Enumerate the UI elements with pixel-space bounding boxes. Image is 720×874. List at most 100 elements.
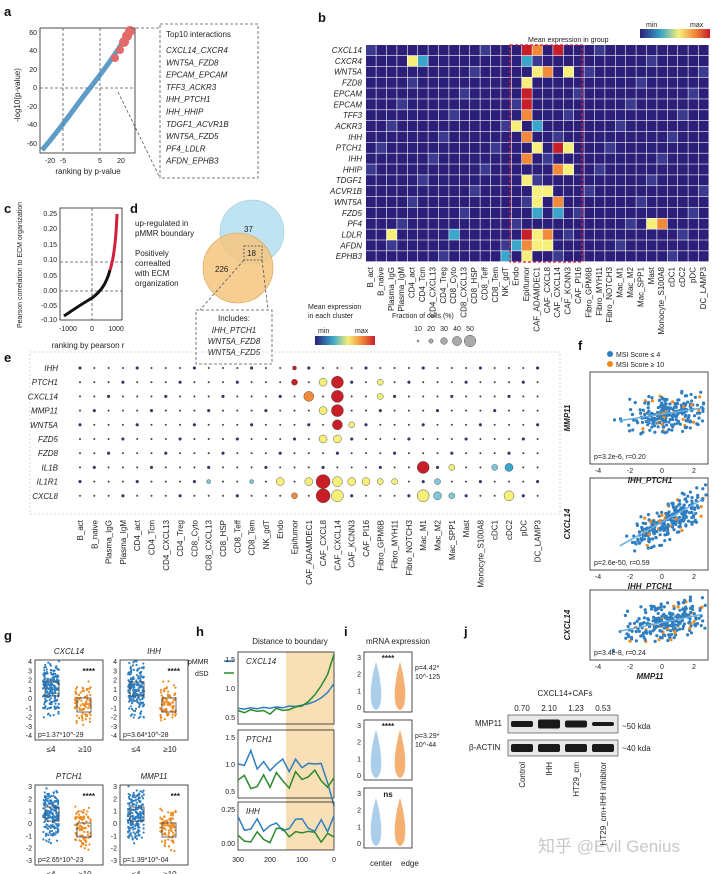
heatmap-cell (646, 251, 657, 262)
box-point (127, 686, 131, 689)
tick-label: 2 (357, 672, 361, 679)
heatmap-cell (698, 77, 709, 88)
dot (407, 437, 411, 441)
heatmap-cell (397, 186, 407, 197)
box-point (167, 680, 170, 683)
dot (521, 380, 525, 384)
dot (264, 494, 267, 497)
dot (436, 452, 439, 455)
heatmap-cell (459, 175, 470, 186)
panel-a-interactions-box (159, 23, 259, 179)
heatmap-cell (542, 153, 553, 164)
tick-label: -1 (26, 833, 32, 840)
violin-shape (370, 798, 382, 846)
panel-j-title: CXCL14+CAFs (538, 689, 593, 698)
heatmap-cell (605, 251, 615, 262)
scatter-point (653, 430, 657, 434)
heatmap-cell (626, 77, 636, 88)
heatmap-cell (688, 99, 699, 110)
box-point (50, 833, 53, 836)
dot (393, 394, 397, 398)
box-point (167, 811, 170, 814)
heatmap-cell (386, 251, 397, 262)
heatmap-cell (397, 142, 407, 153)
group-label: ≤4 (132, 870, 141, 874)
box-point (131, 814, 134, 817)
heatmap-cell (428, 218, 439, 229)
tick-label: 20 (117, 158, 125, 165)
scatter-point (693, 520, 697, 524)
heatmap-cell (678, 207, 688, 218)
tick-label: 20 (29, 67, 37, 74)
scatter-point (630, 629, 634, 633)
line-plot-gene: CXCL14 (246, 657, 277, 666)
dot (407, 494, 411, 498)
box-point (54, 672, 57, 676)
heatmap-cell (397, 175, 407, 186)
heatmap-cell (386, 142, 397, 153)
heatmap-cell (366, 240, 376, 251)
heatmap-cell (563, 175, 574, 186)
cell-label: Mac_SPP1 (448, 519, 457, 560)
heatmap-cell (366, 110, 376, 121)
box-point (77, 810, 80, 813)
cell-label: CD8_Teff (233, 519, 242, 553)
box-point (142, 793, 145, 796)
scatter-point (668, 417, 672, 422)
heatmap-cell (636, 240, 647, 251)
dot (421, 480, 425, 484)
heatmap-cell (522, 240, 532, 251)
dot (178, 437, 182, 441)
heatmap-cell (449, 196, 459, 208)
heatmap-cell (605, 229, 615, 240)
dot (264, 367, 267, 370)
scatter-point (680, 391, 684, 395)
heatmap-cell (563, 218, 574, 229)
dot (164, 494, 167, 497)
dot (493, 367, 496, 370)
heatmap-cell (584, 196, 595, 208)
heatmap-cell (636, 251, 647, 262)
scatter-point (667, 428, 671, 432)
heatmap-cell (438, 120, 449, 132)
scatter-point (700, 605, 704, 609)
heatmap-cell (449, 229, 459, 240)
dot (78, 381, 81, 384)
box-point (87, 690, 91, 694)
heatmap-cell (532, 110, 543, 121)
scatter-point (685, 418, 689, 422)
scatter-point (680, 528, 684, 533)
scatter-point (692, 414, 697, 418)
tick-label: 0.5 (225, 789, 235, 796)
heatmap-cell (574, 186, 584, 197)
scatter-point (677, 498, 681, 503)
scatter-point (660, 430, 665, 434)
heatmap-cell (459, 164, 470, 175)
box-point (81, 712, 84, 715)
box-point (136, 669, 139, 672)
heatmap-cell (553, 207, 563, 218)
heatmap-cell (407, 218, 418, 229)
scatter-point (640, 536, 644, 541)
dot (377, 478, 384, 485)
box-point (45, 787, 48, 790)
scatter-point (652, 519, 656, 524)
box-point (131, 795, 134, 798)
box-point (88, 720, 92, 723)
gene-label: CXCL8 (32, 492, 58, 501)
cell-label: CD8_HSP (219, 520, 228, 557)
box-point (139, 790, 142, 793)
line-plot-gene: IHH (246, 807, 260, 816)
box-point (167, 833, 170, 836)
heatmap-cell (459, 240, 470, 251)
scatter-point (699, 390, 703, 394)
heatmap-cell (542, 164, 553, 175)
heatmap-cell (615, 110, 626, 121)
scatter-point (687, 511, 692, 515)
box-point (169, 812, 173, 815)
scatter-ylabel: MMP11 (563, 404, 572, 432)
heatmap-cell (386, 186, 397, 197)
scatter-point (653, 418, 658, 422)
heatmap-cell (532, 88, 543, 99)
dot (503, 490, 515, 501)
